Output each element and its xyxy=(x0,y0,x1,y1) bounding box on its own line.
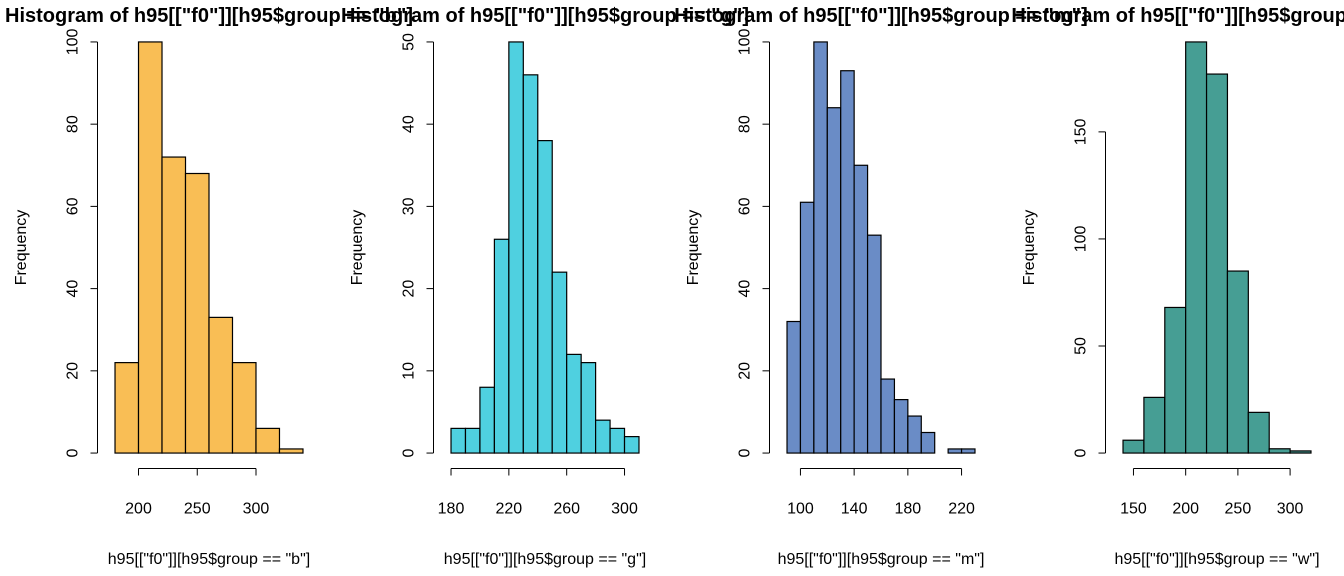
y-tick-label: 40 xyxy=(65,280,82,298)
bar xyxy=(537,140,553,454)
bar xyxy=(880,378,896,454)
chart-title: Histogram of h95[["f0"]][h95$group == "g… xyxy=(341,5,749,27)
bar xyxy=(960,448,976,454)
bar xyxy=(208,316,234,454)
bar xyxy=(580,362,597,454)
x-tick-label: 100 xyxy=(787,501,814,518)
bar xyxy=(893,399,909,454)
x-tick-label: 200 xyxy=(125,501,152,518)
bar xyxy=(826,107,842,454)
y-axis-label: Frequency xyxy=(13,210,30,286)
y-tick-label: 60 xyxy=(65,197,82,215)
bar xyxy=(1226,270,1249,454)
bar xyxy=(255,427,281,454)
bar xyxy=(1122,439,1145,454)
y-tick-label: 50 xyxy=(1073,337,1090,355)
bar xyxy=(479,386,495,454)
y-tick-label: 10 xyxy=(401,362,418,380)
bar xyxy=(1185,41,1208,454)
bar xyxy=(1205,73,1229,454)
y-tick-label: 20 xyxy=(737,362,754,380)
x-tick-label: 180 xyxy=(895,501,922,518)
y-axis-label: Frequency xyxy=(349,210,366,286)
y-tick-label: 50 xyxy=(401,33,418,51)
bar xyxy=(866,234,882,454)
bar xyxy=(566,353,582,454)
y-tick-label: 80 xyxy=(737,115,754,133)
chart-title: Histogram of h95[["f0"]][h95$group == "w… xyxy=(1011,5,1344,27)
x-tick-label: 250 xyxy=(1225,501,1252,518)
bar xyxy=(450,427,467,454)
bar xyxy=(1143,396,1166,454)
bar xyxy=(1247,411,1270,454)
x-tick-label: 150 xyxy=(1120,501,1147,518)
y-tick-label: 0 xyxy=(401,449,418,458)
bar xyxy=(551,271,568,454)
x-tick-label: 220 xyxy=(496,501,523,518)
x-tick-label: 300 xyxy=(611,501,638,518)
bar xyxy=(161,156,187,454)
x-tick-label: 300 xyxy=(1277,501,1304,518)
x-axis-label: h95[["f0"]][h95$group == "w"] xyxy=(1114,551,1319,568)
bar xyxy=(786,320,802,454)
x-tick-label: 180 xyxy=(438,501,465,518)
y-tick-label: 0 xyxy=(1073,449,1090,458)
y-tick-label: 100 xyxy=(1073,225,1090,252)
y-tick-label: 80 xyxy=(65,115,82,133)
bar xyxy=(947,448,963,454)
bar xyxy=(114,362,140,454)
bar xyxy=(1289,450,1312,454)
x-tick-label: 220 xyxy=(948,501,975,518)
bar xyxy=(907,415,922,454)
y-tick-label: 40 xyxy=(737,280,754,298)
bar xyxy=(522,74,539,454)
x-axis-label: h95[["f0"]][h95$group == "m"] xyxy=(778,551,985,568)
y-tick-label: 60 xyxy=(737,197,754,215)
chart-title: Histogram of h95[["f0"]][h95$group == "b… xyxy=(5,5,413,27)
y-tick-label: 40 xyxy=(401,115,418,133)
y-tick-label: 0 xyxy=(65,449,82,458)
y-tick-label: 100 xyxy=(65,28,82,55)
x-tick-label: 250 xyxy=(184,501,211,518)
y-tick-label: 0 xyxy=(737,449,754,458)
bar xyxy=(623,436,640,454)
bar xyxy=(813,41,828,454)
x-tick-label: 300 xyxy=(243,501,270,518)
y-axis-label: Frequency xyxy=(1021,210,1038,286)
chart-title: Histogram of h95[["f0"]][h95$group == "m… xyxy=(674,5,1088,27)
x-tick-label: 140 xyxy=(841,501,868,518)
x-axis-label: h95[["f0"]][h95$group == "g"] xyxy=(444,551,646,568)
bar xyxy=(595,419,611,454)
bar xyxy=(920,431,936,454)
y-tick-label: 30 xyxy=(401,197,418,215)
bar xyxy=(853,164,869,454)
bar xyxy=(799,201,815,454)
bar xyxy=(1268,448,1291,454)
bar xyxy=(464,427,481,454)
bar xyxy=(1164,306,1187,454)
y-tick-label: 100 xyxy=(737,28,754,55)
x-axis-label: h95[["f0"]][h95$group == "b"] xyxy=(108,551,310,568)
y-tick-label: 20 xyxy=(65,362,82,380)
bar xyxy=(137,41,163,454)
bar xyxy=(493,238,510,454)
y-axis-label: Frequency xyxy=(685,210,702,286)
y-tick-label: 150 xyxy=(1073,118,1090,145)
bar xyxy=(184,172,210,454)
bar xyxy=(609,427,626,454)
x-tick-label: 260 xyxy=(553,501,580,518)
bar xyxy=(840,70,855,454)
y-tick-label: 20 xyxy=(401,280,418,298)
bar xyxy=(508,41,524,454)
bar xyxy=(278,448,304,454)
bar xyxy=(231,362,257,454)
x-tick-label: 200 xyxy=(1172,501,1199,518)
